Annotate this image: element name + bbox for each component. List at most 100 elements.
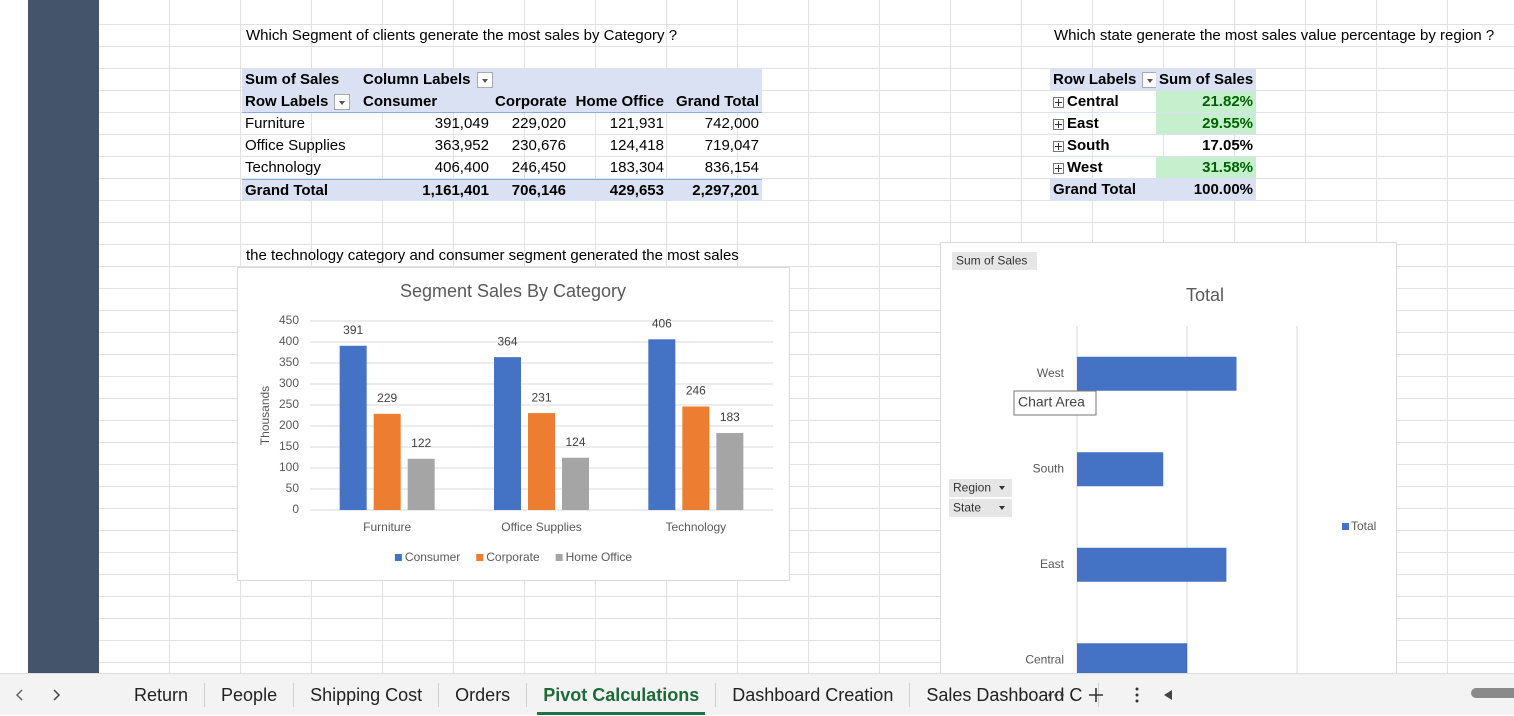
- cell: 183,304: [609, 159, 664, 176]
- sheet-tab[interactable]: People: [205, 683, 295, 707]
- cell: 230,676: [511, 137, 566, 154]
- sheet-tab[interactable]: Pivot Calculations: [527, 683, 717, 715]
- legend-label: Total: [1351, 519, 1376, 533]
- dropdown-arrow[interactable]: [999, 486, 1005, 490]
- row-label: West: [1050, 157, 1156, 179]
- legend-swatch: [1342, 523, 1349, 530]
- y-tick-label: 400: [279, 334, 299, 348]
- cell: 742,000: [704, 115, 759, 132]
- field-button[interactable]: [949, 479, 1012, 497]
- row-label: Central: [1050, 91, 1156, 113]
- tab-list: Return People Shipping Cost Orders Pivot Cal…: [118, 674, 1100, 716]
- add-sheet[interactable]: [1089, 688, 1103, 702]
- menu-dot[interactable]: [1135, 687, 1139, 691]
- y-tick-label: 150: [279, 439, 299, 453]
- bar: [1077, 643, 1188, 673]
- data-label: 406: [652, 316, 672, 330]
- question: Which Segment of clients generate the mo…: [246, 27, 678, 44]
- row-headers: [0, 0, 29, 673]
- more-dot[interactable]: [1060, 693, 1064, 697]
- sheet-tab[interactable]: Orders: [439, 683, 528, 707]
- value-cell: 31.58%: [1156, 157, 1256, 179]
- bar: [562, 457, 589, 510]
- bar: [1077, 547, 1227, 582]
- chart-title: Total: [1186, 285, 1224, 305]
- legend-swatch: [555, 554, 563, 561]
- value-header: Sum of Sales: [1156, 69, 1256, 91]
- scrollbar[interactable]: [1471, 688, 1514, 698]
- tooltip: Chart Area: [1018, 394, 1085, 410]
- y-tick-label: 0: [292, 502, 299, 516]
- expand[interactable]: [1053, 140, 1064, 152]
- cell: 406,400: [434, 159, 489, 176]
- field-button[interactable]: [952, 252, 1037, 270]
- label-text: Central: [1067, 93, 1119, 110]
- chart: Segment Sales By Category Thousands 0 50 100…: [237, 267, 790, 581]
- total-label: Grand Total: [242, 179, 360, 201]
- next-arrow[interactable]: [53, 689, 61, 701]
- bar: [716, 433, 744, 510]
- bar: [373, 413, 401, 510]
- expand[interactable]: [1053, 162, 1064, 174]
- bar: [407, 458, 435, 510]
- data-label: 183: [720, 410, 740, 424]
- expand[interactable]: [1053, 96, 1064, 108]
- data-label: 364: [497, 334, 517, 348]
- x-tick-label: Furniture: [363, 520, 411, 534]
- y-tick-label: 300: [279, 376, 299, 390]
- cell: 719,047: [704, 137, 759, 154]
- column-header: Corporate: [492, 91, 569, 113]
- dropdown-arrow[interactable]: [999, 506, 1005, 510]
- field-button-label: Region: [953, 481, 991, 495]
- menu-dot[interactable]: [1135, 693, 1139, 697]
- menu-dot[interactable]: [1135, 699, 1139, 703]
- dropdown[interactable]: [334, 94, 351, 111]
- tooltip-box: [1013, 390, 1097, 416]
- prev-arrow[interactable]: [15, 689, 23, 701]
- bar: [682, 406, 710, 510]
- y-tick-label: 450: [279, 313, 299, 327]
- field-button-label: Sum of Sales: [956, 254, 1027, 268]
- sheet-tab[interactable]: Return: [118, 683, 206, 707]
- expand[interactable]: [1053, 118, 1064, 130]
- note: the technology category and consumer seg…: [246, 247, 739, 264]
- row-label: Office Supplies: [245, 137, 346, 154]
- more-dot[interactable]: [1048, 693, 1052, 697]
- column-header: Grand Total: [667, 91, 762, 113]
- scroll-left[interactable]: [1164, 690, 1172, 700]
- y-tick-label: 200: [279, 418, 299, 432]
- value-cell: 17.05%: [1156, 135, 1256, 157]
- bar: [494, 357, 521, 510]
- dropdown[interactable]: [476, 72, 493, 89]
- bar: [1077, 356, 1237, 391]
- x-tick-label: Office Supplies: [501, 520, 582, 534]
- y-tick-label: 250: [279, 397, 299, 411]
- total-cell: 1,161,401: [360, 179, 492, 201]
- tab-nav[interactable]: [8, 686, 68, 704]
- label-text: South: [1067, 137, 1110, 154]
- label-text: West: [1067, 159, 1103, 176]
- column-header: Consumer: [360, 91, 492, 113]
- sheet-tab[interactable]: Dashboard Creation: [716, 683, 911, 707]
- y-tick-label: 50: [286, 481, 300, 495]
- field-button[interactable]: [949, 499, 1012, 517]
- cell: 121,931: [609, 115, 664, 132]
- cell: 246,450: [511, 159, 566, 176]
- pivot-table: Row Labels Sum of Sales Central 21.82% East 2…: [1050, 69, 1256, 201]
- row-label: Furniture: [245, 115, 306, 132]
- column-labels: Column Labels: [360, 69, 762, 91]
- legend-swatch: [476, 554, 484, 561]
- legend-label: Home Office: [566, 550, 633, 564]
- data-label: 391: [343, 323, 363, 337]
- pivot-corner: Sum of Sales: [242, 69, 360, 91]
- chart: Sum of Sales Total Central East South West Reg…: [940, 242, 1397, 673]
- legend-label: Consumer: [405, 550, 460, 564]
- chart-title: Segment Sales By Category: [400, 281, 626, 301]
- legend-label: Corporate: [486, 550, 540, 564]
- sheet-tab[interactable]: Shipping Cost: [294, 683, 440, 707]
- more-dot[interactable]: [1054, 693, 1058, 697]
- y-tick-label: 100: [279, 460, 299, 474]
- dropdown[interactable]: [1142, 72, 1156, 89]
- tab-tools[interactable]: [1046, 684, 1181, 706]
